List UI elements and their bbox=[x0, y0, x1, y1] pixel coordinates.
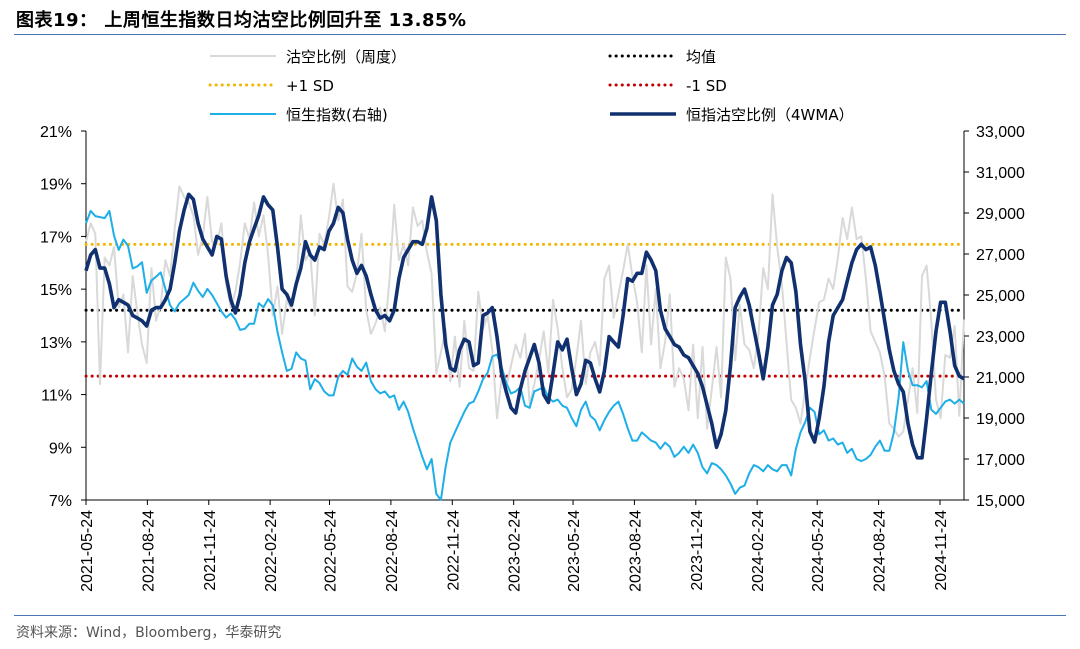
series-5-line bbox=[84, 192, 965, 460]
y-left-tick-label: 9% bbox=[49, 440, 72, 457]
reference-lines bbox=[84, 242, 966, 378]
legend-label: 恒生指数(右轴) bbox=[286, 106, 388, 124]
x-tick-label: 2021-11-24 bbox=[202, 510, 219, 591]
title-divider bbox=[14, 34, 1066, 35]
x-tick-label: 2022-05-24 bbox=[323, 510, 340, 592]
x-tick-label: 2023-08-24 bbox=[627, 510, 644, 592]
x-tick-label: 2023-11-24 bbox=[689, 510, 706, 591]
source-divider bbox=[14, 615, 1066, 616]
y-left-tick-label: 15% bbox=[40, 282, 72, 299]
y-right-tick-label: 19,000 bbox=[976, 411, 1025, 428]
y-left-tick-label: 21% bbox=[40, 124, 72, 141]
legend-label: 沽空比例（周度） bbox=[286, 48, 406, 66]
page-title: 图表19： 上周恒生指数日均沽空比例回升至 13.85% bbox=[16, 10, 467, 31]
x-tick-label: 2022-02-24 bbox=[263, 510, 280, 592]
y-right-tick-label: 15,000 bbox=[976, 493, 1025, 510]
legend-label: -1 SD bbox=[686, 77, 727, 95]
y-left-tick-label: 7% bbox=[49, 493, 72, 510]
source-note: 资料来源：Wind，Bloomberg，华泰研究 bbox=[16, 625, 282, 641]
chart-legend: 沽空比例（周度） 均值 +1 SD -1 SD 恒生指数(右轴) 恒指沽空比例（4WMA） bbox=[208, 48, 854, 124]
x-tick-label: 2022-11-24 bbox=[445, 510, 462, 591]
y-left-tick-label: 17% bbox=[40, 229, 72, 246]
x-tick-label: 2021-08-24 bbox=[140, 510, 157, 592]
x-tick-label: 2024-11-24 bbox=[933, 510, 950, 591]
y-right-tick-label: 29,000 bbox=[976, 206, 1025, 223]
y-left-tick-label: 11% bbox=[41, 388, 72, 405]
x-tick-label: 2023-02-24 bbox=[507, 510, 524, 592]
x-tick-label: 2024-02-24 bbox=[750, 510, 767, 592]
y-right-tick-label: 21,000 bbox=[976, 370, 1025, 387]
y-right-tick-label: 17,000 bbox=[976, 452, 1025, 469]
y-right-tick-label: 33,000 bbox=[976, 124, 1025, 141]
y-right-tick-label: 31,000 bbox=[976, 165, 1025, 182]
series-4-line bbox=[85, 209, 965, 501]
x-tick-label: 2021-05-24 bbox=[79, 510, 96, 592]
x-tick-label: 2023-05-24 bbox=[566, 510, 583, 592]
y-left-tick-label: 13% bbox=[40, 335, 72, 352]
chart-axes: 7% 9% 11% 13% 15% 17% 19% 21% 15,000 17,000 19,000… bbox=[40, 124, 1025, 592]
x-tick-label: 2024-05-24 bbox=[810, 510, 827, 592]
legend-label: +1 SD bbox=[286, 77, 334, 95]
y-right-tick-label: 27,000 bbox=[976, 247, 1025, 264]
x-tick-label: 2024-08-24 bbox=[872, 510, 889, 592]
x-tick-label: 2022-08-24 bbox=[384, 510, 401, 592]
legend-label: 恒指沽空比例（4WMA） bbox=[686, 106, 854, 124]
y-right-tick-label: 25,000 bbox=[976, 288, 1025, 305]
y-left-tick-label: 19% bbox=[40, 177, 72, 194]
legend-label: 均值 bbox=[686, 48, 716, 66]
chart-series bbox=[84, 182, 965, 501]
y-right-tick-label: 23,000 bbox=[976, 329, 1025, 346]
